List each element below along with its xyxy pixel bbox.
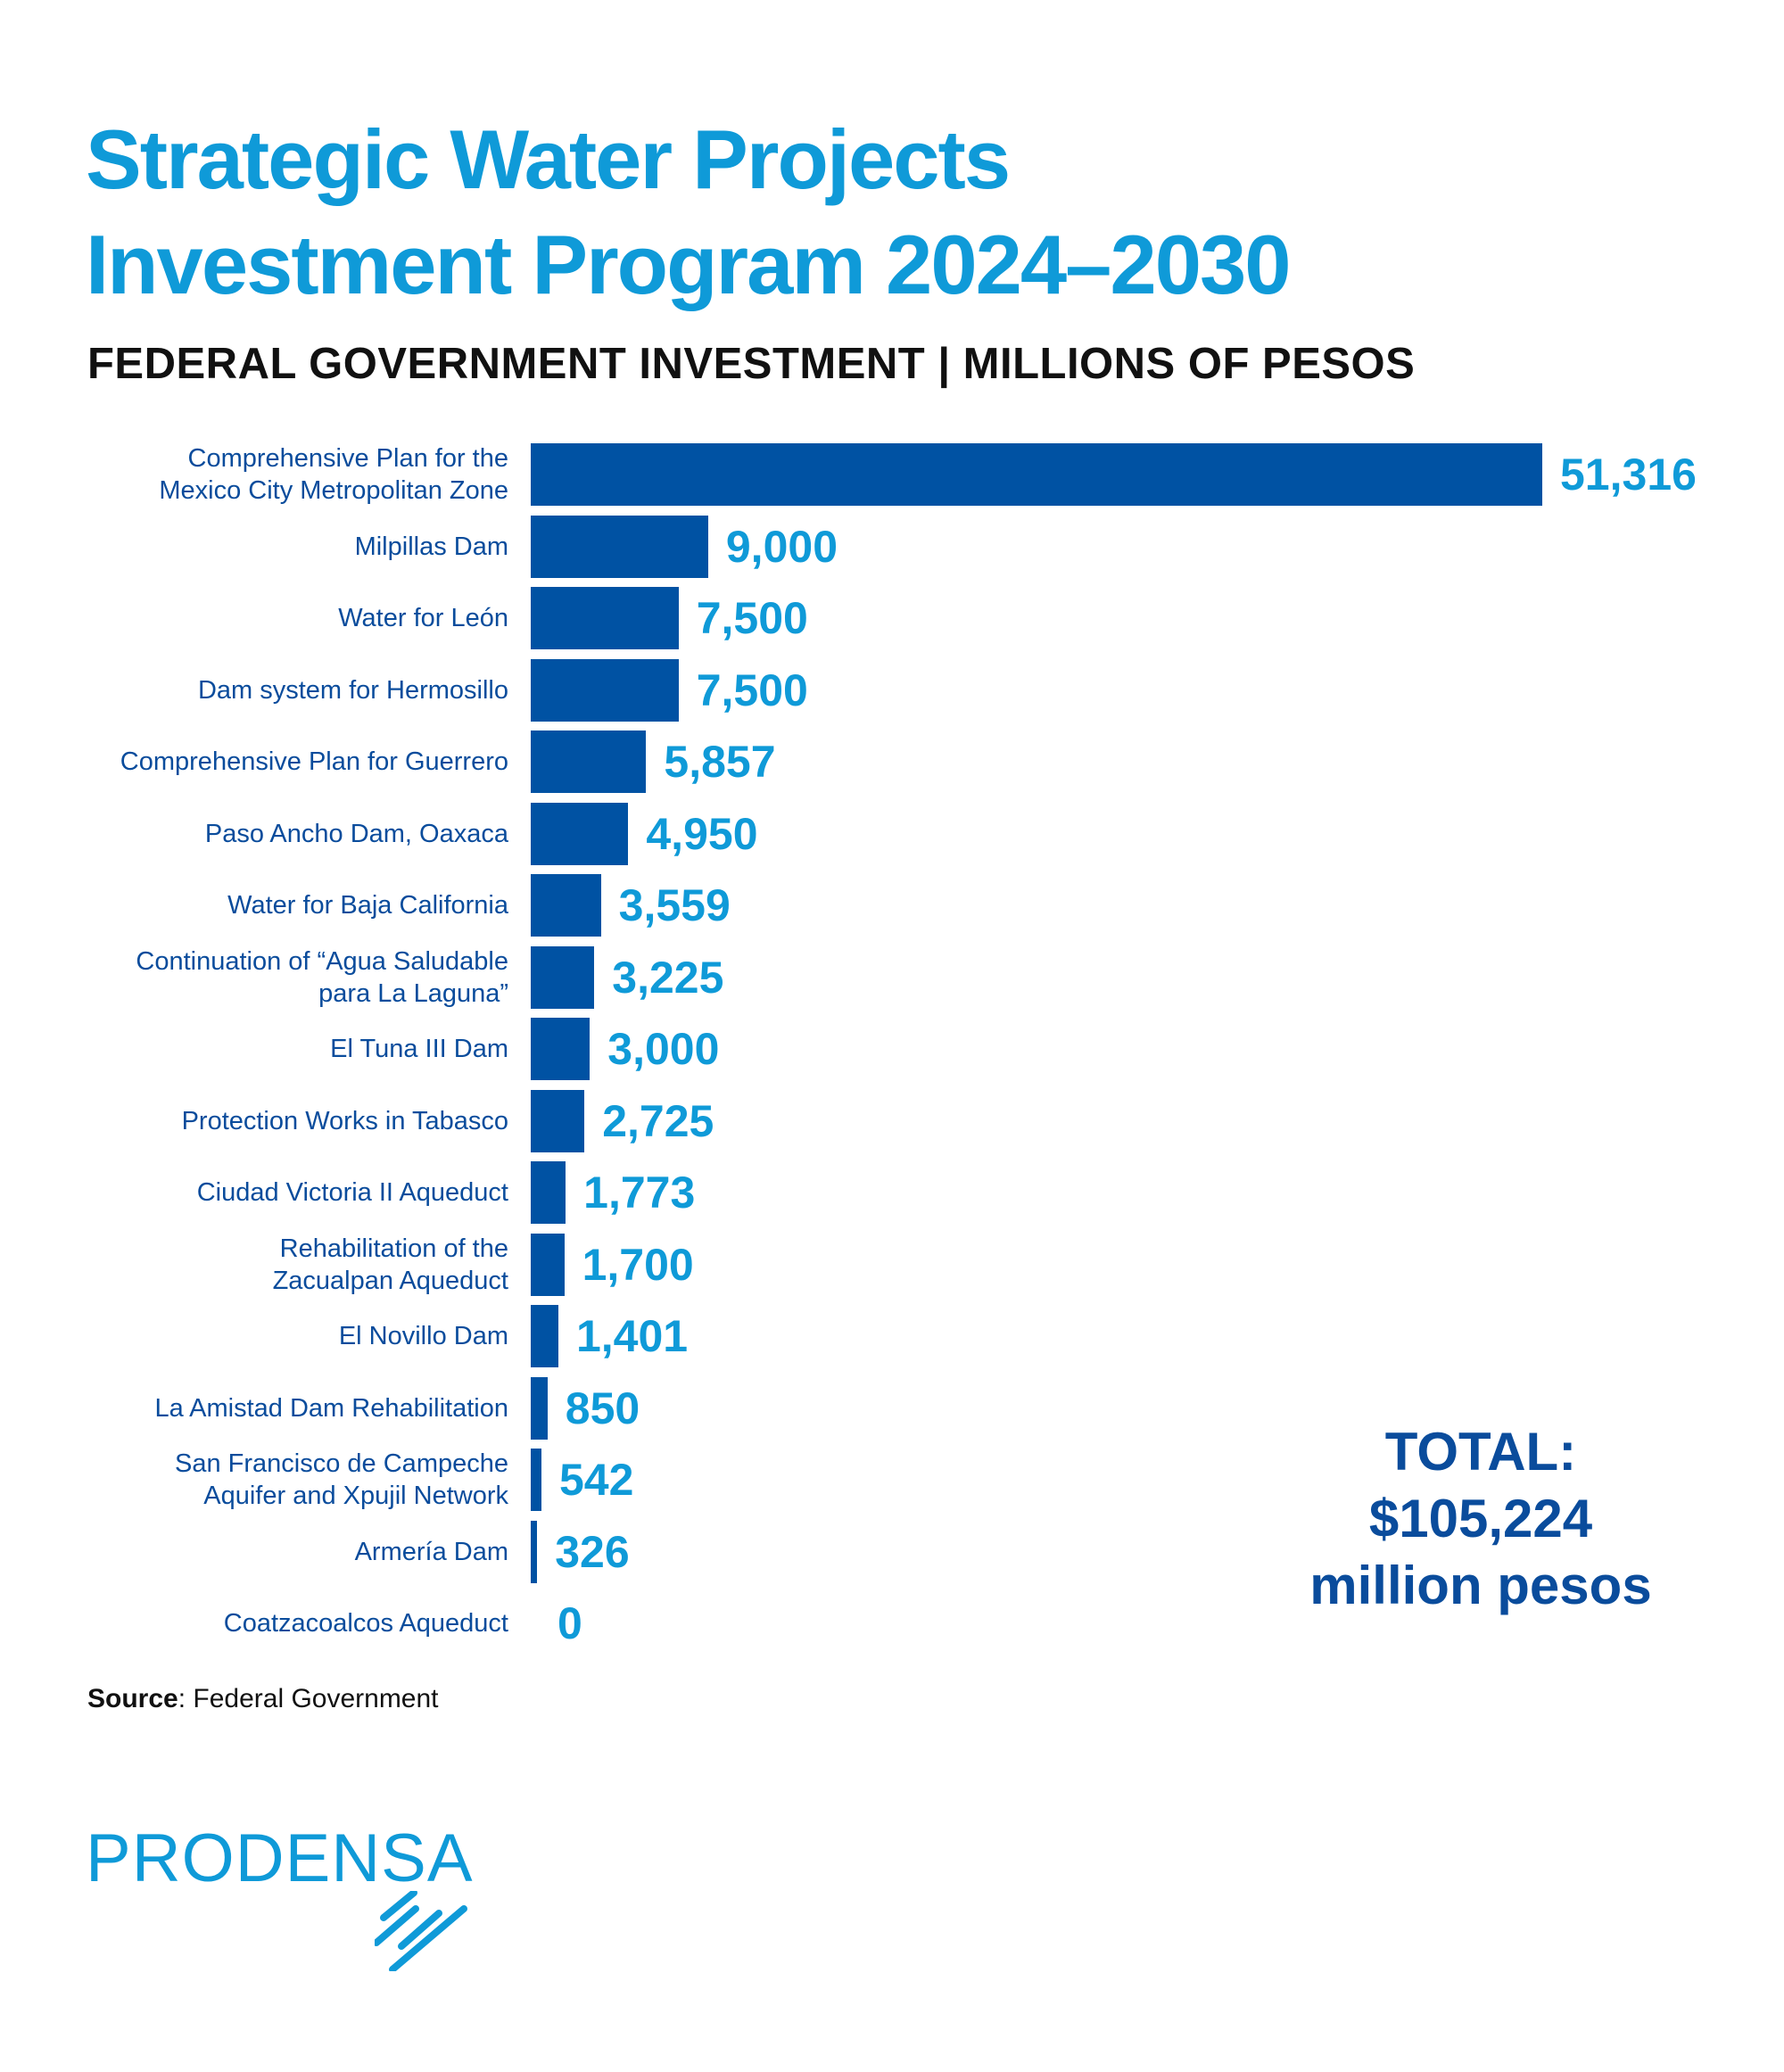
value-label: 1,700 — [582, 1239, 694, 1290]
bar — [531, 1089, 585, 1152]
bar — [531, 1520, 538, 1583]
logo-stripes-icon — [375, 1891, 467, 1971]
total-box: TOTAL: $105,224 million pesos — [1249, 1418, 1713, 1619]
value-label: 1,401 — [575, 1311, 689, 1361]
bar — [531, 1305, 558, 1367]
category-label: Water for León — [338, 604, 508, 632]
value-label: 51,316 — [1560, 450, 1697, 499]
category-label: Coatzacoalcos Aqueduct — [223, 1609, 508, 1638]
value-label: 7,500 — [696, 593, 808, 643]
bar — [531, 874, 601, 937]
value-label: 2,725 — [602, 1095, 714, 1146]
title-line-1: Strategic Water Projects — [86, 112, 1011, 206]
bar — [531, 1449, 541, 1511]
value-label: 0 — [558, 1598, 582, 1648]
category-label: Comprehensive Plan for the Mexico City M… — [159, 444, 508, 505]
category-label: Ciudad Victoria II Aqueduct — [196, 1178, 508, 1207]
category-label: Dam system for Hermosillo — [197, 675, 508, 705]
category-label: La Amistad Dam Rehabilitation — [154, 1393, 508, 1423]
value-label: 542 — [558, 1455, 634, 1505]
bar — [531, 731, 647, 793]
category-label: Water for Baja California — [227, 891, 508, 920]
total-label: TOTAL: — [1384, 1422, 1577, 1482]
category-label: El Novillo Dam — [338, 1322, 508, 1350]
total-amount: $105,224 — [1368, 1489, 1593, 1548]
value-label: 850 — [565, 1383, 640, 1433]
category-label: El Tuna III Dam — [330, 1035, 508, 1063]
bar — [531, 1233, 565, 1296]
bar — [531, 587, 679, 649]
value-label: 1,773 — [583, 1168, 696, 1218]
source-label: Source — [87, 1684, 178, 1713]
category-label: Continuation of “Agua Saludable para La … — [136, 946, 508, 1008]
title-line-2: Investment Program 2024–2030 — [86, 218, 1292, 311]
value-label: 3,225 — [612, 952, 724, 1003]
chart-title: Strategic Water Projects Investment Prog… — [86, 107, 1292, 318]
value-label: 5,857 — [664, 737, 776, 787]
value-label: 326 — [555, 1526, 630, 1577]
category-label: Rehabilitation of the Zacualpan Aqueduct — [272, 1234, 508, 1295]
category-label: Comprehensive Plan for Guerrero — [120, 747, 508, 776]
source-note: Source: Federal Government — [87, 1684, 439, 1714]
chart-subtitle: FEDERAL GOVERNMENT INVESTMENT | MILLIONS… — [87, 340, 1416, 388]
prodensa-logo: PRODENSA — [86, 1820, 474, 1896]
bar — [531, 1018, 591, 1080]
category-label: Armería Dam — [354, 1537, 508, 1566]
value-label: 3,000 — [607, 1024, 720, 1074]
bar — [531, 515, 708, 578]
value-label: 3,559 — [618, 880, 731, 930]
bar — [531, 1161, 566, 1224]
category-label: Protection Works in Tabasco — [181, 1106, 508, 1135]
source-text: : Federal Government — [178, 1684, 439, 1713]
category-label: Paso Ancho Dam, Oaxaca — [204, 819, 508, 848]
bar — [531, 443, 1542, 506]
value-label: 9,000 — [725, 521, 838, 572]
category-label: Milpillas Dam — [354, 532, 508, 561]
bar — [531, 1376, 548, 1440]
total-unit: million pesos — [1309, 1556, 1652, 1615]
bar — [531, 658, 679, 722]
bar — [531, 945, 595, 1009]
value-label: 7,500 — [696, 665, 808, 715]
bar — [531, 802, 629, 865]
category-label: San Francisco de Campeche Aquifer and Xp… — [175, 1449, 508, 1510]
value-label: 4,950 — [646, 808, 758, 859]
